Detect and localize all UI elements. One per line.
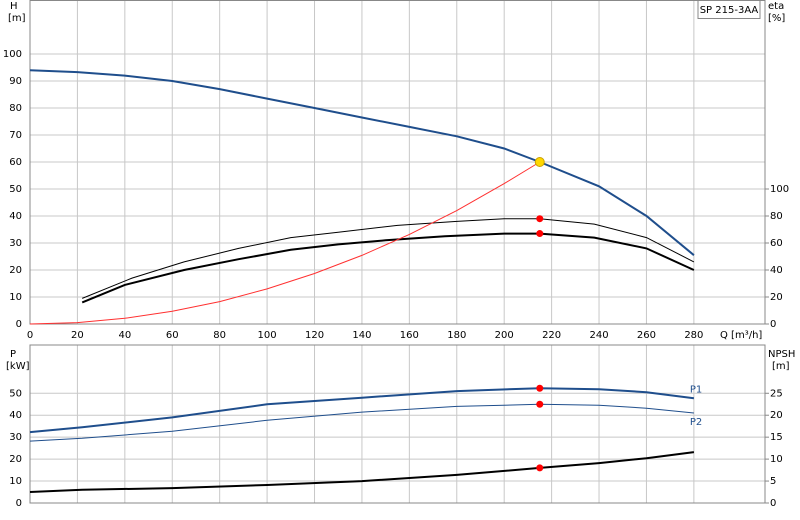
x-tick-label: 220 [542, 330, 561, 341]
y-tick-label: 40 [9, 211, 22, 222]
y-tick-label: 90 [9, 76, 22, 87]
operating-point [536, 384, 544, 392]
y2-tick-label: 0 [770, 319, 776, 330]
title-box [697, 0, 761, 19]
y-tick-label: 30 [9, 238, 22, 249]
y-tick-label: 30 [9, 432, 22, 443]
y2-tick-label: 25 [770, 388, 783, 399]
y-axis-label: P [10, 349, 16, 360]
y2-tick-label: 5 [770, 476, 776, 487]
curve-label: P2 [690, 417, 702, 428]
y2-tick-label: 20 [770, 292, 783, 303]
y2-tick-label: 20 [770, 410, 783, 421]
chart-title: SP 215-3AA [700, 5, 759, 16]
x-tick-label: 0 [27, 330, 33, 341]
y-tick-label: 0 [16, 319, 22, 330]
x-tick-label: 240 [589, 330, 608, 341]
x-tick-label: 160 [400, 330, 419, 341]
x-tick-label: 60 [166, 330, 179, 341]
y-axis-unit: [kW] [6, 361, 30, 372]
curve [29, 387, 695, 434]
x-axis-label: Q [m³/h] [720, 330, 762, 341]
operating-point [536, 464, 544, 472]
y2-tick-label: 0 [770, 498, 776, 509]
x-tick-label: 140 [352, 330, 371, 341]
y2-axis-label: NPSH [768, 349, 795, 360]
curve [81, 232, 695, 304]
y2-axis-unit: [m] [772, 361, 790, 372]
y-tick-label: 10 [9, 292, 22, 303]
y2-tick-label: 40 [770, 265, 783, 276]
y2-tick-label: 60 [770, 238, 783, 249]
y-tick-label: 50 [9, 388, 22, 399]
operating-point [534, 157, 545, 167]
y-tick-label: 50 [9, 184, 22, 195]
y-axis-unit: [m] [8, 13, 26, 24]
y-tick-label: 70 [9, 130, 22, 141]
x-tick-label: 80 [213, 330, 226, 341]
y-tick-label: 10 [9, 476, 22, 487]
bottom-plot-frame [29, 344, 766, 504]
curve [29, 161, 541, 325]
top-plot-frame [29, 0, 766, 325]
curve [82, 218, 695, 299]
curve-label: P1 [690, 384, 702, 395]
y-axis-label: H [10, 1, 18, 12]
y-tick-label: 60 [9, 157, 22, 168]
y2-tick-label: 15 [770, 432, 783, 443]
x-tick-label: 40 [118, 330, 131, 341]
x-tick-label: 260 [637, 330, 656, 341]
x-tick-label: 120 [305, 330, 324, 341]
y2-axis-unit: [%] [768, 13, 785, 24]
y2-tick-label: 100 [770, 184, 789, 195]
curve [29, 403, 694, 442]
curve [29, 451, 695, 493]
curve [29, 69, 695, 256]
x-tick-label: 200 [495, 330, 514, 341]
y-tick-label: 80 [9, 103, 22, 114]
x-tick-label: 100 [258, 330, 277, 341]
y2-tick-label: 10 [770, 454, 783, 465]
operating-point [536, 215, 544, 223]
operating-point [536, 400, 544, 408]
y2-axis-label: eta [768, 1, 784, 12]
y2-tick-label: 80 [770, 211, 783, 222]
x-tick-label: 20 [71, 330, 84, 341]
y-tick-label: 20 [9, 454, 22, 465]
y-tick-label: 0 [16, 498, 22, 509]
y-tick-label: 20 [9, 265, 22, 276]
x-tick-label: 280 [684, 330, 703, 341]
y-tick-label: 40 [9, 410, 22, 421]
x-tick-label: 180 [447, 330, 466, 341]
y-tick-label: 100 [3, 49, 22, 60]
operating-point [536, 230, 544, 238]
